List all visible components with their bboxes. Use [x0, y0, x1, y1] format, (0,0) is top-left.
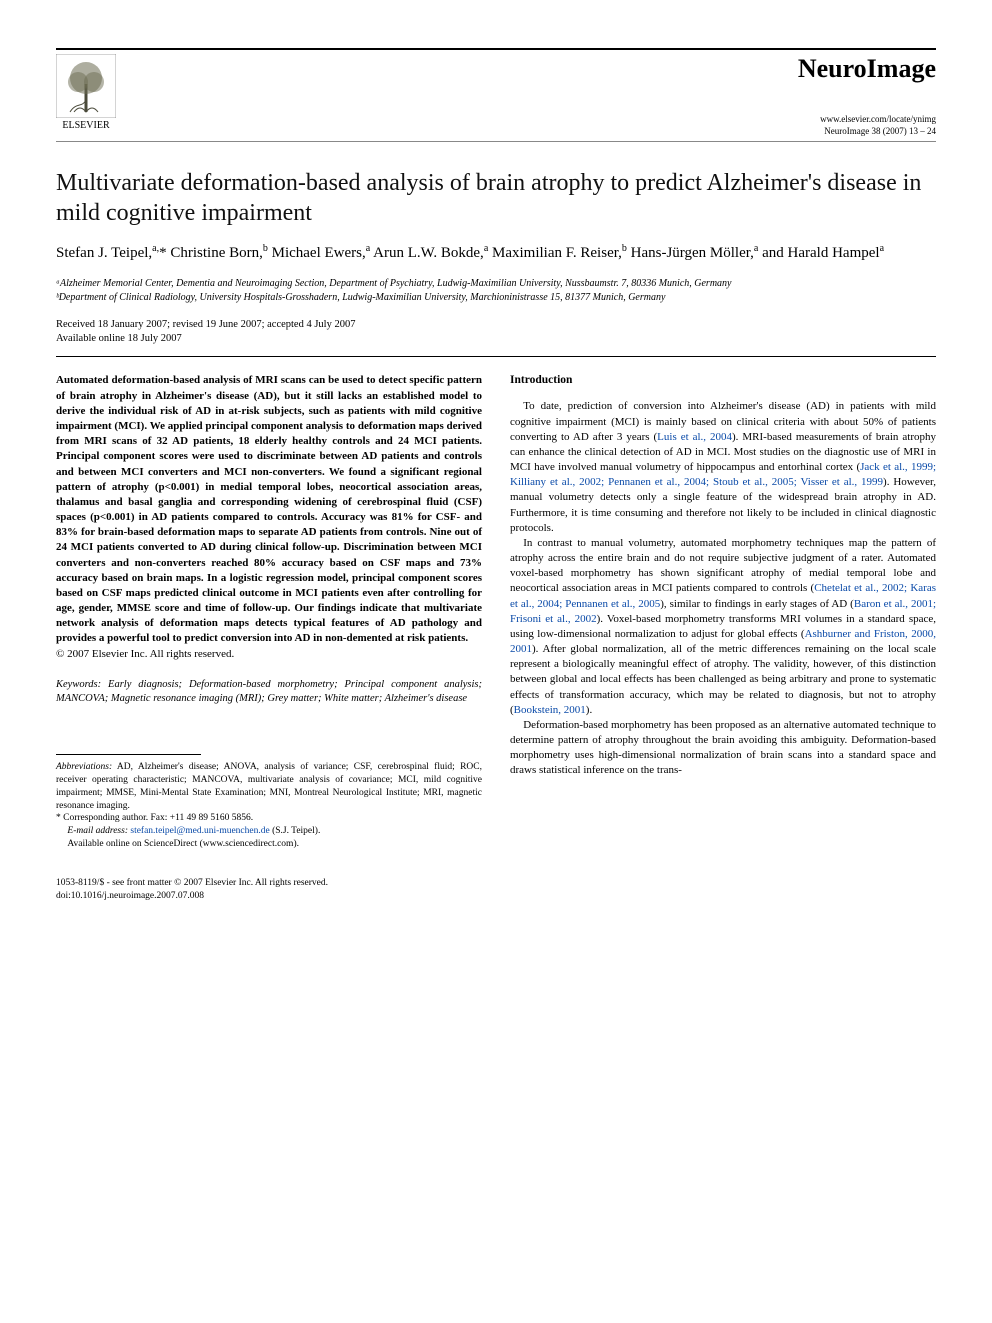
- abstract: Automated deformation-based analysis of …: [56, 373, 482, 661]
- abbrev-label: Abbreviations:: [56, 762, 112, 772]
- abbreviations: Abbreviations: AD, Alzheimer's disease; …: [56, 761, 482, 812]
- right-column: Introduction To date, prediction of conv…: [510, 373, 936, 902]
- affiliation-a: ᵃAlzheimer Memorial Center, Dementia and…: [56, 277, 936, 291]
- abstract-copyright: © 2007 Elsevier Inc. All rights reserved…: [56, 648, 234, 660]
- top-rule: [56, 48, 936, 50]
- journal-locator: www.elsevier.com/locate/ynimg: [798, 114, 936, 126]
- journal-citation: NeuroImage 38 (2007) 13 – 24: [798, 126, 936, 138]
- intro-heading: Introduction: [510, 373, 936, 389]
- intro-p2: In contrast to manual volumetry, automat…: [510, 536, 936, 718]
- article-title: Multivariate deformation-based analysis …: [56, 168, 936, 228]
- affiliations: ᵃAlzheimer Memorial Center, Dementia and…: [56, 277, 936, 304]
- journal-block: NeuroImage www.elsevier.com/locate/ynimg…: [798, 54, 936, 137]
- doi-line: doi:10.1016/j.neuroimage.2007.07.008: [56, 890, 482, 903]
- elsevier-tree-icon: [56, 54, 116, 118]
- email-tail: (S.J. Teipel).: [270, 826, 321, 836]
- authors: Stefan J. Teipel,a,* Christine Born,b Mi…: [56, 242, 936, 265]
- footnotes-rule: [56, 754, 201, 755]
- intro-p1: To date, prediction of conversion into A…: [510, 399, 936, 536]
- divider-rule: [56, 356, 936, 357]
- intro-p3: Deformation-based morphometry has been p…: [510, 718, 936, 779]
- dates-received: Received 18 January 2007; revised 19 Jun…: [56, 318, 936, 332]
- sciencedirect-note: Available online on ScienceDirect (www.s…: [56, 838, 482, 851]
- publisher-name: ELSEVIER: [62, 120, 109, 131]
- keywords: Keywords: Early diagnosis; Deformation-b…: [56, 678, 482, 706]
- journal-name: NeuroImage: [798, 54, 936, 84]
- citation-luis-2004[interactable]: Luis et al., 2004: [657, 431, 732, 443]
- email-link[interactable]: stefan.teipel@med.uni-muenchen.de: [130, 826, 269, 836]
- article-dates: Received 18 January 2007; revised 19 Jun…: [56, 318, 936, 346]
- corresponding-author: * Corresponding author. Fax: +11 49 89 5…: [56, 812, 482, 825]
- intro-p2-text-b: ), similar to findings in early stages o…: [660, 598, 854, 610]
- footnotes: Abbreviations: AD, Alzheimer's disease; …: [56, 761, 482, 851]
- keywords-text: Early diagnosis; Deformation-based morph…: [56, 679, 482, 704]
- two-column-body: Automated deformation-based analysis of …: [56, 373, 936, 902]
- header-row: ELSEVIER NeuroImage www.elsevier.com/loc…: [56, 54, 936, 142]
- front-matter-line: 1053-8119/$ - see front matter © 2007 El…: [56, 877, 482, 890]
- bottom-meta: 1053-8119/$ - see front matter © 2007 El…: [56, 877, 482, 903]
- citation-bookstein-2001[interactable]: Bookstein, 2001: [514, 704, 586, 716]
- dates-online: Available online 18 July 2007: [56, 332, 936, 346]
- affiliation-b: ᵇDepartment of Clinical Radiology, Unive…: [56, 291, 936, 305]
- email-line: E-mail address: stefan.teipel@med.uni-mu…: [56, 825, 482, 838]
- abbrev-text: AD, Alzheimer's disease; ANOVA, analysis…: [56, 762, 482, 810]
- email-label: E-mail address:: [67, 826, 128, 836]
- left-column: Automated deformation-based analysis of …: [56, 373, 482, 902]
- keywords-label: Keywords:: [56, 679, 101, 690]
- intro-p2-text-e: ).: [586, 704, 592, 716]
- publisher-logo-block: ELSEVIER: [56, 54, 116, 131]
- abstract-text: Automated deformation-based analysis of …: [56, 374, 482, 644]
